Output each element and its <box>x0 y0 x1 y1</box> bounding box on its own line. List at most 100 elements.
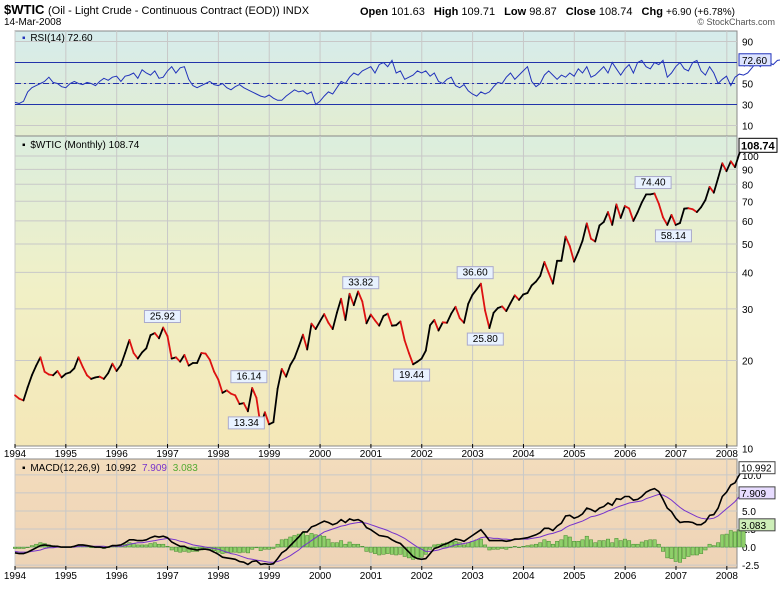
macd-histogram-bar <box>305 535 310 548</box>
macd-histogram-bar <box>529 544 534 548</box>
price-segment <box>717 162 724 180</box>
macd-histogram-bar <box>707 543 712 548</box>
price-segment <box>107 362 114 375</box>
macd-histogram-bar <box>157 543 161 548</box>
macd-histogram-bar <box>690 546 695 556</box>
macd-histogram-bar <box>398 546 403 555</box>
macd-histogram-bar <box>140 544 145 548</box>
year-tick-label: 2006 <box>614 449 637 460</box>
rsi-panel: 1030507090 72.60 ▪ RSI(14) 72.60 <box>14 30 780 137</box>
price-segment <box>323 313 330 324</box>
year-tick-label: 2003 <box>461 571 484 582</box>
macd-histogram-bar <box>322 535 327 548</box>
price-segment <box>276 368 283 390</box>
price-segment <box>179 353 186 363</box>
macd-histogram-bar <box>661 546 665 552</box>
macd-histogram-bar <box>567 536 572 548</box>
price-segment <box>234 394 241 405</box>
price-segment <box>437 321 444 332</box>
price-segment <box>369 313 376 322</box>
macd-histogram-bar <box>694 546 699 556</box>
price-annotation-label: 13.34 <box>234 418 259 429</box>
macd-histogram-bar <box>610 542 615 548</box>
year-tick-label: 1996 <box>106 449 129 460</box>
macd-histogram-bar <box>652 539 657 548</box>
price-segment <box>111 362 118 372</box>
price-segment <box>602 211 609 224</box>
price-segment <box>357 290 364 303</box>
macd-histogram-bar <box>229 546 233 553</box>
price-annotation-box <box>230 370 268 384</box>
macd-histogram-bar <box>737 529 742 548</box>
price-segment <box>293 345 300 359</box>
macd-histogram-bar <box>13 546 17 549</box>
macd-histogram-bar <box>148 543 153 548</box>
price-annotation-box <box>654 229 692 243</box>
macd-histogram-bar <box>508 546 513 549</box>
macd-histogram-bar <box>174 546 178 552</box>
macd-histogram-bar <box>394 546 399 556</box>
year-tick-label: 2000 <box>309 571 332 582</box>
macd-histogram-bar <box>728 530 733 548</box>
price-annotation-label: 19.44 <box>399 370 424 381</box>
price-segment <box>636 201 643 214</box>
price-segment <box>56 370 63 379</box>
macd-histogram-bar <box>254 546 259 549</box>
year-tick-label: 2003 <box>461 449 484 460</box>
price-segment <box>251 387 258 399</box>
macd-histogram-bar <box>669 546 674 559</box>
price-annotation-label: 36.60 <box>463 268 488 279</box>
macd-histogram-bar <box>576 541 581 548</box>
macd-histogram-bar <box>720 534 725 548</box>
macd-histogram-bar <box>703 546 708 551</box>
price-segment <box>306 322 313 351</box>
price-annotation-label: 58.14 <box>661 231 686 242</box>
macd-histogram-bar <box>339 540 344 548</box>
macd-histogram-bar <box>724 533 729 548</box>
macd-histogram-bar <box>559 539 564 548</box>
price-segment <box>272 387 279 424</box>
macd-histogram-bar <box>347 541 352 548</box>
price-segment <box>318 313 326 323</box>
price-segment <box>297 333 304 348</box>
year-tick-label: 1998 <box>207 571 230 582</box>
rsi-series-line <box>14 59 780 106</box>
price-segment <box>479 282 487 312</box>
macd-histogram-bar <box>678 546 682 563</box>
price-segment <box>488 311 495 330</box>
price-segment <box>141 347 148 354</box>
price-segment <box>73 356 80 370</box>
year-tick-label: 2001 <box>360 449 383 460</box>
macd-histogram-bar <box>233 546 238 553</box>
price-segment <box>263 411 271 426</box>
price-segment <box>450 305 457 315</box>
price-segment <box>657 202 664 219</box>
rsi-tick-label: 90 <box>742 38 754 49</box>
macd-histogram-bar <box>589 539 593 548</box>
macd-signal-last-value-box <box>738 486 776 500</box>
price-segment <box>331 311 338 331</box>
macd-histogram-bar <box>161 543 166 548</box>
price-segment <box>14 394 21 400</box>
macd-histogram-bar <box>364 546 369 552</box>
price-segment <box>446 312 453 324</box>
date-axis-middle: 1994 1995 1996 1997 1998 1999 2000 2001 2002 2003… <box>4 444 738 460</box>
macd-histogram-bar <box>686 546 691 557</box>
year-tick-label: 1997 <box>156 571 179 582</box>
macd-histogram-bar <box>415 546 420 559</box>
rsi-last-value-box <box>738 53 772 67</box>
macd-histogram-bar <box>716 542 721 548</box>
price-annotation-box <box>466 332 504 346</box>
macd-histogram-bar <box>381 546 386 555</box>
price-segment <box>463 302 470 324</box>
price-legend: ▪ $WTIC (Monthly) 108.74 <box>22 140 140 151</box>
price-tick-label: 20 <box>742 356 754 367</box>
macd-tick-label: 10.0 <box>742 471 762 482</box>
macd-histogram-bar <box>288 536 293 548</box>
price-segment <box>22 386 29 402</box>
macd-histogram-bar <box>237 546 242 554</box>
macd-histogram-bar <box>500 546 505 549</box>
macd-histogram-bar <box>673 546 678 562</box>
price-segment <box>115 364 122 372</box>
